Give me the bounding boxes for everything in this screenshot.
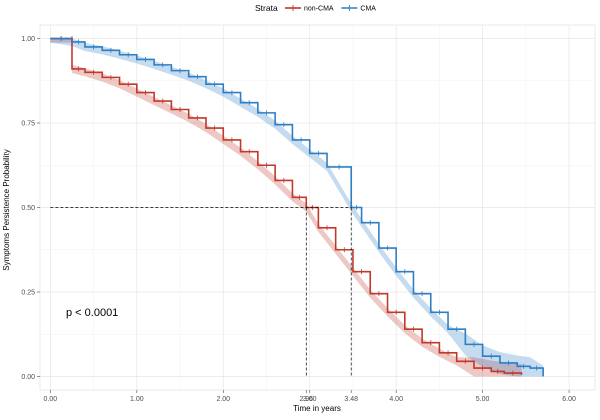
x-axis-ticks: 0.00 1.00 2.00 3.00 4.00 5.00 6.00 2.96 3.48 [44,390,576,403]
survival-line-cma [50,37,544,377]
y-tick-label: 1.00 [21,36,35,43]
x-axis-title: Time in years [293,404,341,413]
legend-label-non-cma: non-CMA [304,6,334,13]
y-tick-label: 0.00 [21,374,35,381]
median-lines [50,207,352,377]
legend-label-cma: CMA [360,6,376,13]
x-tick-label: 6.00 [562,396,576,403]
censor-marks [60,36,538,376]
x-tick-label: 4.00 [389,396,403,403]
x-tick-label: 0.00 [44,396,58,403]
survival-line-non-cma [50,37,523,375]
y-tick-label: 0.50 [21,205,35,212]
survival-curves [50,37,544,377]
y-axis-title: Symptoms Persistence Probability [2,149,11,270]
x-tick-label: 2.96 [299,396,313,403]
grid [40,25,595,390]
legend-items: non-CMA CMA [285,5,376,13]
p-value-annotation: p < 0.0001 [66,307,118,319]
x-tick-label: 3.00 [303,396,317,403]
y-tick-label: 0.25 [21,289,35,296]
x-tick-label: 3.48 [344,396,358,403]
y-tick-label: 0.75 [21,121,35,128]
x-tick-label: 1.00 [130,396,144,403]
legend-title: Strata [255,3,278,13]
y-axis-ticks: 0.00 0.25 0.50 0.75 1.00 [21,36,40,381]
x-tick-label: 5.00 [476,396,490,403]
legend: Strata non-CMA CMA [255,3,376,13]
x-tick-label: 2.00 [216,396,230,403]
